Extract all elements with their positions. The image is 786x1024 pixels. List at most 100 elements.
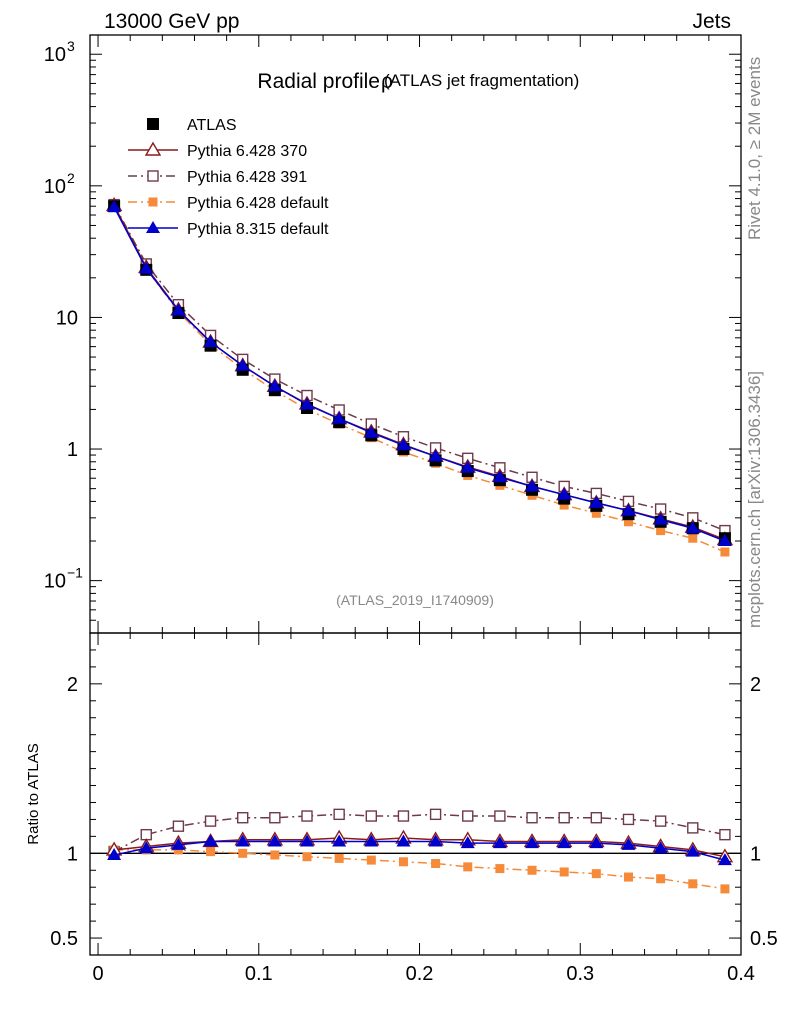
ratio-point-pythia-8-315-default — [171, 837, 186, 850]
ratio-point-pythia-8-315-default — [460, 836, 475, 849]
main-title-symbol: ρ — [381, 70, 393, 93]
main-y-tick-label-exponent: −1 — [67, 565, 83, 581]
ratio-point-pythia-6-428-default — [720, 884, 730, 894]
ratio-point-pythia-6-428-default — [302, 852, 312, 862]
ratio-point-pythia-8-315-default — [717, 853, 732, 866]
ratio-point-pythia-6-428-391 — [687, 822, 699, 834]
legend-label-atlas: ATLAS — [187, 117, 237, 134]
main-axis-ticks — [90, 35, 742, 634]
ratio-point-pythia-6-428-391 — [494, 810, 506, 822]
ratio-point-pythia-8-315-default — [428, 834, 443, 847]
ratio-point-pythia-6-428-391 — [269, 812, 281, 824]
main-point-pythia-8-315-default — [685, 521, 700, 534]
ratio-point-pythia-6-428-391 — [622, 813, 635, 826]
legend: ATLAS Pythia 6.428 370 Pythia 6.428 391 Pyt… — [128, 117, 329, 238]
ratio-axis-ticks — [90, 632, 742, 956]
ratio-point-pythia-6-428-default — [431, 858, 441, 868]
ratio-line-pythia-8-315-default — [113, 840, 726, 861]
ratio-point-pythia-8-315-default — [621, 837, 636, 850]
ratio-y-tick-label-right: 1 — [750, 843, 761, 865]
main-series-group — [105, 197, 734, 557]
main-point-pythia-8-315-default — [557, 487, 572, 500]
x-tick-label: 0 — [92, 963, 103, 985]
ratio-point-pythia-6-428-default — [591, 869, 601, 879]
ratio-y-tick-label-right: 2 — [750, 674, 761, 696]
ratio-point-pythia-6-428-391 — [526, 812, 538, 824]
ratio-point-pythia-8-315-default — [396, 834, 411, 847]
ratio-point-pythia-6-428-391 — [654, 815, 667, 827]
rivet-label: Rivet 4.1.0, ≥ 2M events — [745, 57, 764, 240]
ratio-y-axis-label: Ratio to ATLAS — [25, 743, 42, 844]
ratio-point-pythia-8-315-default — [300, 834, 314, 847]
ratio-point-pythia-6-428-391 — [365, 810, 377, 822]
category-label: Jets — [692, 10, 731, 33]
ratio-point-pythia-6-428-default — [656, 874, 666, 884]
x-tick-label: 0.4 — [727, 963, 755, 985]
ratio-y-tick-label-left: 0.5 — [50, 928, 78, 950]
ratio-point-pythia-8-315-default — [685, 844, 700, 857]
main-y-tick-label-exponent: 3 — [67, 38, 75, 54]
ratio-point-pythia-6-428-391 — [301, 810, 313, 822]
ratio-y-tick-label-right: 0.5 — [750, 928, 778, 950]
main-y-tick-label: 10 — [44, 176, 66, 198]
ratio-point-pythia-6-428-default — [527, 865, 537, 875]
ratio-point-pythia-6-428-default — [238, 848, 248, 858]
main-point-pythia-8-315-default — [589, 495, 604, 508]
main-y-tick-label: 10 — [44, 571, 66, 593]
main-point-pythia-8-315-default — [267, 379, 282, 392]
ratio-point-pythia-6-428-391 — [204, 815, 217, 827]
main-point-pythia-8-315-default — [653, 512, 668, 525]
main-point-pythia-8-315-default — [428, 449, 443, 462]
main-point-pythia-8-315-default — [203, 335, 218, 348]
ratio-point-pythia-6-428-default — [366, 855, 376, 865]
legend-marker-pythia-6-428-391 — [147, 170, 159, 182]
main-point-pythia-6-428-default — [688, 533, 698, 543]
main-point-pythia-6-428-default — [559, 500, 569, 510]
legend-label-pythia-6-428-391: Pythia 6.428 391 — [187, 169, 307, 186]
main-point-pythia-8-315-default — [492, 470, 507, 483]
ratio-point-pythia-6-428-default — [559, 867, 569, 877]
main-point-pythia-6-428-default — [591, 508, 601, 518]
analysis-tag: (ATLAS_2019_I1740909) — [336, 592, 494, 608]
ratio-series-group — [105, 808, 734, 894]
main-y-tick-label: 10 — [44, 44, 66, 66]
main-y-tick-label: 10 — [56, 307, 78, 329]
ratio-point-pythia-8-315-default — [653, 841, 668, 854]
ratio-point-pythia-8-315-default — [332, 834, 347, 847]
ratio-point-pythia-8-315-default — [139, 841, 154, 854]
main-point-pythia-8-315-default — [171, 303, 186, 316]
ratio-point-pythia-6-428-default — [495, 864, 505, 874]
ratio-point-pythia-8-315-default — [492, 836, 507, 849]
x-tick-label: 0.1 — [245, 963, 273, 985]
x-tick-label: 0.3 — [566, 963, 594, 985]
ratio-point-pythia-6-428-391 — [462, 810, 474, 822]
ratio-point-pythia-8-315-default — [364, 834, 379, 847]
main-point-pythia-8-315-default — [139, 261, 154, 274]
ratio-point-pythia-8-315-default — [557, 836, 572, 849]
ratio-panel: 0.5 0.5 1 1 2 2 0 0.1 0.2 0.3 0.4 Ratio to ATLAS — [25, 632, 778, 985]
main-point-pythia-8-315-default — [396, 438, 411, 451]
ratio-plot-frame — [89, 632, 742, 956]
ratio-point-pythia-6-428-default — [173, 845, 183, 855]
ratio-point-pythia-6-428-default — [334, 853, 344, 863]
ratio-point-pythia-6-428-default — [398, 857, 408, 867]
main-point-pythia-8-315-default — [332, 411, 347, 424]
ratio-point-pythia-6-428-391 — [590, 812, 603, 824]
main-y-tick-label-exponent: 2 — [67, 170, 75, 186]
main-line-pythia-6-428-370 — [113, 205, 726, 541]
main-point-pythia-8-315-default — [525, 479, 540, 492]
ratio-point-pythia-6-428-391 — [397, 810, 410, 822]
energy-label: 13000 GeV pp — [104, 10, 239, 33]
main-point-pythia-6-428-default — [623, 517, 633, 527]
main-point-pythia-8-315-default — [460, 460, 475, 473]
main-title: Radial profile — [257, 70, 380, 93]
legend-marker-pythia-8-315-default — [146, 221, 160, 233]
ratio-point-pythia-8-315-default — [203, 834, 218, 847]
legend-marker-pythia-6-428-370 — [144, 141, 162, 156]
ratio-point-pythia-6-428-391 — [558, 812, 570, 824]
main-subtitle: (ATLAS jet fragmentation) — [384, 71, 579, 90]
main-line-pythia-6-428-391 — [113, 204, 726, 532]
